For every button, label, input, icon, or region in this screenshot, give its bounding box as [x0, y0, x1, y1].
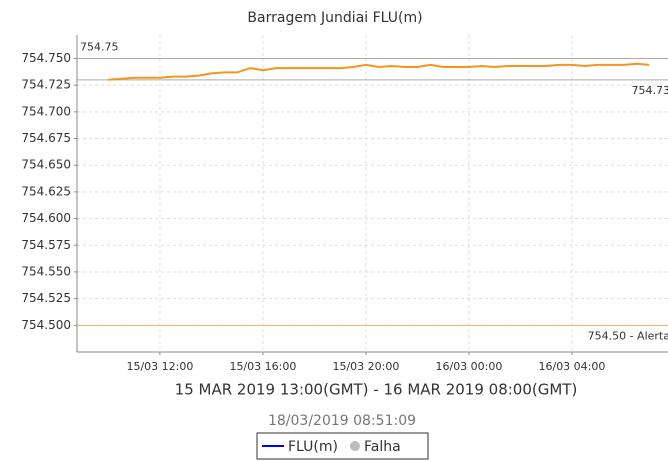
y-tick-label: 754.500: [21, 318, 71, 332]
chart-title: Barragem Jundiai FLU(m): [247, 10, 422, 26]
legend-label: FLU(m): [288, 439, 338, 455]
reference-label: 754.73: [632, 84, 668, 97]
x-tick-label: 15/03 20:00: [332, 360, 399, 373]
y-tick-label: 754.750: [21, 51, 71, 65]
y-tick-label: 754.525: [21, 291, 71, 305]
legend-box: [256, 432, 429, 460]
y-tick-label: 754.700: [21, 104, 71, 118]
y-tick-label: 754.625: [21, 184, 71, 198]
reference-label: 754.75: [80, 40, 119, 53]
y-tick-label: 754.575: [21, 238, 71, 252]
x-axis-label: 15 MAR 2019 13:00(GMT) - 16 MAR 2019 08:…: [175, 381, 578, 399]
y-tick-label: 754.550: [21, 264, 71, 278]
data-line: [108, 62, 650, 81]
x-tick-label: 16/03 00:00: [435, 360, 502, 373]
y-tick-label: 754.600: [21, 211, 71, 225]
x-tick-label: 16/03 04:00: [538, 360, 605, 373]
x-tick-label: 15/03 12:00: [126, 360, 193, 373]
y-tick-label: 754.650: [21, 158, 71, 172]
legend-label: Falha: [364, 439, 401, 455]
y-tick-label: 754.675: [21, 131, 71, 145]
y-tick-label: 754.725: [21, 78, 71, 92]
reference-label: 754.50 - Alerta: [588, 329, 668, 342]
legend-swatch: [349, 441, 360, 451]
timestamp: 18/03/2019 08:51:09: [268, 413, 416, 429]
legend: FLU(m) Falha: [256, 432, 429, 460]
x-tick-label: 15/03 16:00: [229, 360, 296, 373]
